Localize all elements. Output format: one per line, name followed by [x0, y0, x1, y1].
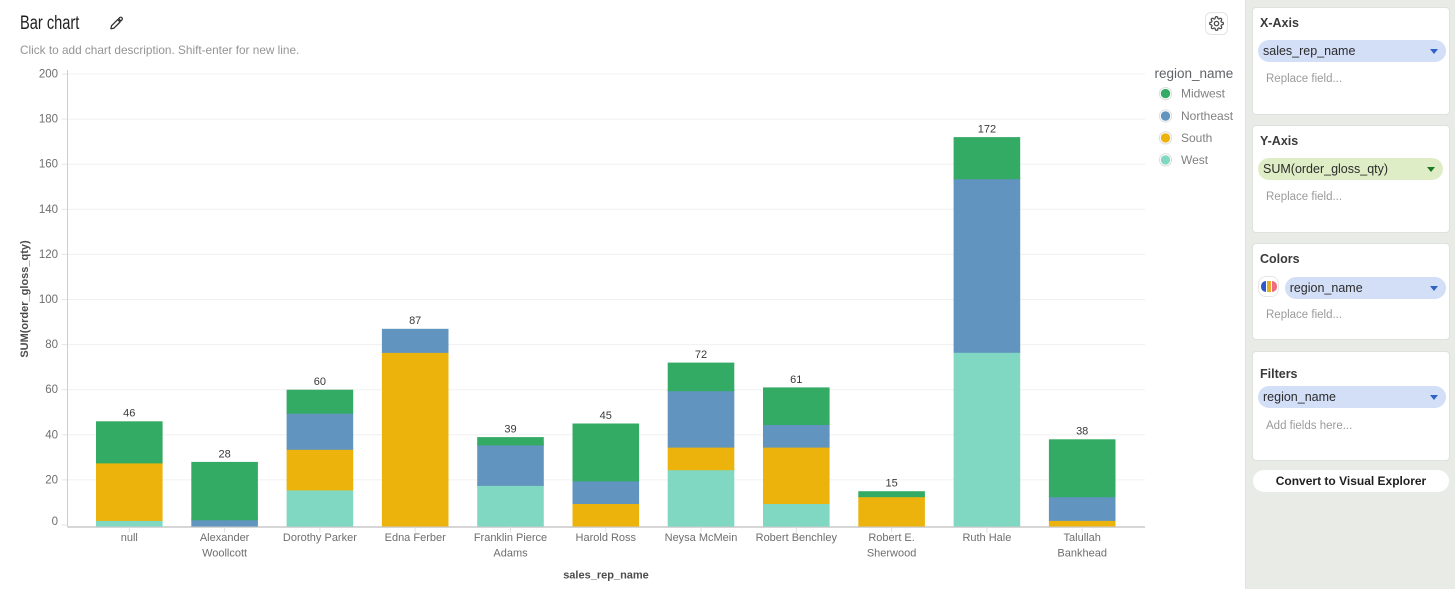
svg-text:Adams: Adams [493, 548, 528, 560]
svg-text:Edna Ferber: Edna Ferber [385, 532, 446, 544]
svg-text:Franklin Pierce: Franklin Pierce [474, 532, 547, 544]
svg-text:140: 140 [39, 204, 58, 216]
svg-text:100: 100 [39, 294, 58, 306]
svg-text:120: 120 [39, 249, 58, 261]
svg-text:72: 72 [695, 349, 707, 361]
svg-text:45: 45 [600, 410, 612, 422]
svg-text:180: 180 [39, 114, 58, 126]
svg-text:87: 87 [409, 315, 421, 327]
svg-text:West: West [1181, 153, 1209, 167]
svg-text:SUM(order_gloss_qty): SUM(order_gloss_qty) [19, 240, 31, 358]
svg-text:Bankhead: Bankhead [1057, 548, 1107, 560]
svg-text:Dorothy Parker: Dorothy Parker [283, 532, 357, 544]
svg-text:South: South [1181, 131, 1212, 145]
svg-text:Harold Ross: Harold Ross [576, 532, 637, 544]
svg-text:sales_rep_name: sales_rep_name [563, 570, 649, 582]
svg-text:160: 160 [39, 159, 58, 171]
svg-text:40: 40 [45, 429, 58, 441]
svg-text:61: 61 [790, 374, 802, 386]
svg-text:Robert E.: Robert E. [868, 532, 914, 544]
svg-text:46: 46 [123, 408, 135, 420]
svg-text:39: 39 [504, 424, 516, 436]
svg-text:0: 0 [52, 516, 58, 528]
svg-text:region_name: region_name [1155, 66, 1234, 81]
svg-text:Talullah: Talullah [1064, 532, 1101, 544]
svg-text:Robert Benchley: Robert Benchley [756, 532, 838, 544]
svg-text:Midwest: Midwest [1181, 87, 1226, 101]
svg-text:200: 200 [39, 69, 58, 81]
svg-text:null: null [121, 532, 138, 544]
svg-text:Neysa McMein: Neysa McMein [665, 532, 738, 544]
svg-text:80: 80 [45, 339, 58, 351]
svg-text:15: 15 [885, 478, 897, 490]
svg-text:38: 38 [1076, 426, 1088, 438]
svg-text:172: 172 [978, 124, 996, 136]
svg-text:Woollcott: Woollcott [202, 548, 247, 560]
svg-text:28: 28 [218, 448, 230, 460]
svg-text:60: 60 [45, 384, 58, 396]
svg-text:Alexander: Alexander [200, 532, 250, 544]
svg-text:60: 60 [314, 376, 326, 388]
svg-text:Sherwood: Sherwood [867, 548, 917, 560]
svg-text:Ruth Hale: Ruth Hale [962, 532, 1011, 544]
svg-text:Northeast: Northeast [1181, 109, 1234, 123]
svg-text:20: 20 [45, 474, 58, 486]
